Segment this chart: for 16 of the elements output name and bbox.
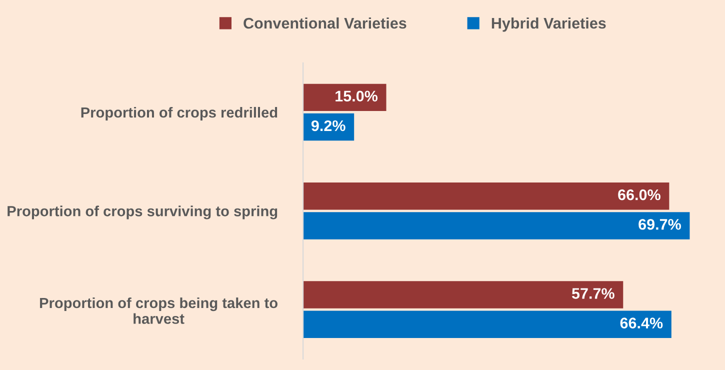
data-label: 66.4%	[620, 318, 663, 328]
data-label: 9.2%	[311, 120, 346, 132]
bar	[303, 310, 672, 338]
bar	[303, 84, 386, 112]
bar	[303, 182, 670, 210]
legend-label: Hybrid Varieties	[492, 17, 606, 32]
legend-label: Conventional Varieties	[244, 17, 406, 29]
data-label: 66.0%	[618, 189, 660, 200]
y-tick-label: Proportion of crops surviving to spring	[8, 206, 278, 220]
data-label: 69.7%	[638, 218, 681, 230]
y-tick-label: Proportion of crops being taken to harvest	[40, 297, 278, 324]
y-tick-label: Proportion of crops redrilled	[81, 106, 278, 121]
data-label: 57.7%	[572, 288, 614, 299]
bar	[303, 281, 624, 308]
data-label: 15.0%	[336, 90, 378, 102]
bar	[303, 212, 690, 240]
